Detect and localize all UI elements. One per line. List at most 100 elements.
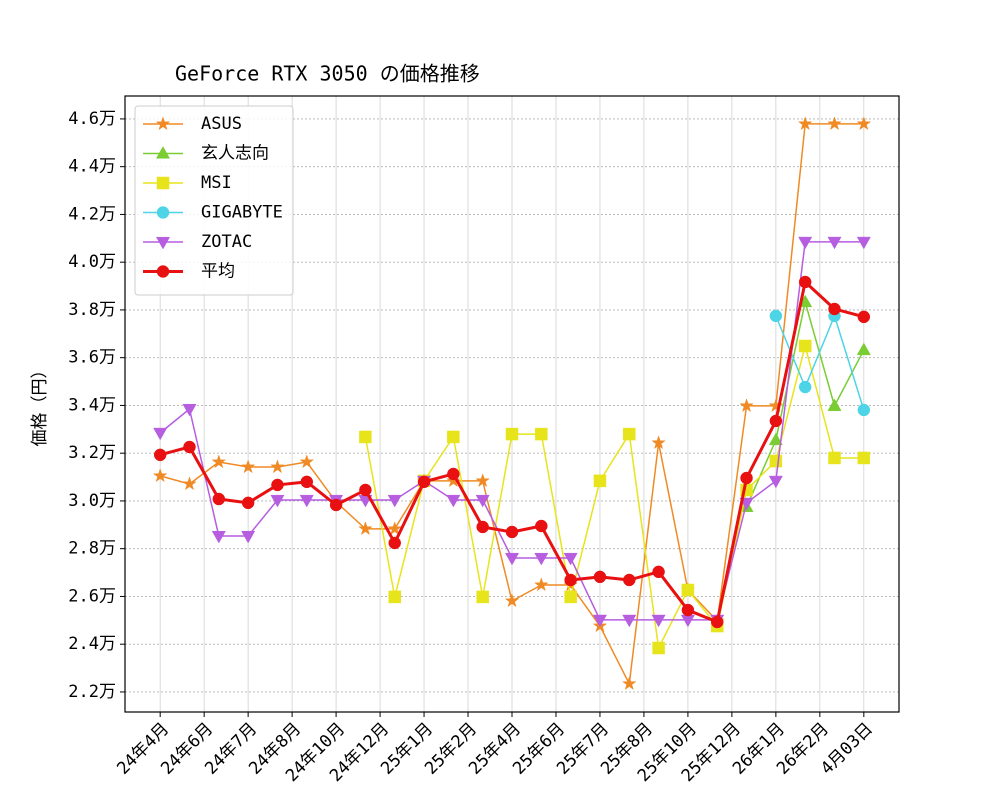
marker	[359, 430, 372, 444]
marker	[241, 530, 256, 544]
marker	[856, 116, 872, 131]
marker	[564, 590, 577, 604]
marker	[651, 435, 666, 450]
marker	[476, 590, 489, 604]
marker	[153, 427, 168, 441]
marker	[564, 573, 577, 587]
marker	[681, 603, 695, 617]
marker	[769, 309, 783, 323]
marker	[798, 275, 812, 289]
legend: ASUS 玄人志向 MSI GIGABYTE ZOTAC 平均	[134, 105, 294, 296]
marker	[241, 496, 255, 510]
legend-marker	[155, 146, 171, 159]
marker	[211, 454, 227, 469]
marker	[622, 614, 637, 628]
marker	[388, 536, 401, 550]
legend-label: GIGABYTE	[201, 203, 283, 223]
y-tick-label: 2.6万	[68, 586, 116, 606]
marker	[387, 521, 403, 536]
chart-title: GeForce RTX 3050 の価格推移	[175, 62, 480, 86]
marker	[475, 494, 490, 508]
marker	[593, 474, 607, 488]
marker	[182, 476, 197, 491]
marker	[739, 398, 754, 413]
marker	[504, 593, 520, 608]
y-tick-label: 4.6万	[68, 109, 116, 129]
legend-label: ZOTAC	[201, 232, 252, 252]
marker	[505, 427, 519, 441]
marker	[153, 448, 167, 462]
marker	[798, 339, 812, 353]
legend-marker	[155, 236, 171, 250]
marker	[593, 570, 607, 584]
marker	[857, 403, 871, 417]
marker	[623, 573, 636, 587]
marker	[768, 475, 783, 489]
marker	[182, 403, 197, 417]
marker	[623, 427, 636, 441]
marker	[535, 427, 548, 441]
marker	[534, 577, 549, 592]
marker	[828, 451, 841, 465]
marker	[475, 473, 490, 488]
legend-marker	[156, 176, 170, 190]
marker	[740, 471, 753, 485]
marker	[388, 590, 401, 604]
y-tick-label: 2.4万	[68, 634, 116, 654]
marker	[857, 451, 871, 465]
marker	[447, 467, 460, 481]
marker	[769, 414, 783, 428]
marker	[857, 310, 871, 324]
marker	[797, 116, 813, 131]
legend-label: 平均	[201, 262, 235, 282]
marker	[505, 525, 519, 539]
marker	[621, 676, 637, 691]
marker	[681, 583, 695, 597]
marker	[446, 473, 461, 488]
y-tick-label: 4.4万	[68, 157, 116, 177]
y-tick-label: 3.0万	[68, 491, 116, 511]
marker	[270, 494, 285, 508]
marker	[446, 494, 461, 508]
marker	[152, 468, 168, 483]
marker	[212, 492, 226, 506]
y-tick-label: 4.0万	[68, 252, 116, 272]
marker	[651, 614, 666, 628]
y-tick-label: 3.4万	[68, 395, 116, 415]
marker	[592, 614, 607, 628]
marker	[211, 530, 226, 544]
plot-frame	[124, 95, 900, 713]
marker	[183, 440, 196, 454]
marker	[768, 432, 783, 446]
marker	[534, 552, 549, 566]
legend-marker	[156, 206, 170, 219]
marker	[504, 552, 520, 566]
y-tick-label: 4.2万	[68, 204, 116, 224]
marker	[270, 459, 285, 474]
marker	[563, 552, 578, 566]
marker	[329, 498, 343, 512]
marker	[387, 494, 402, 508]
marker	[417, 475, 431, 489]
marker	[798, 236, 813, 250]
marker	[359, 483, 372, 497]
y-tick-label: 3.6万	[68, 348, 116, 368]
marker	[856, 342, 871, 356]
marker	[535, 519, 548, 533]
marker	[827, 236, 842, 250]
marker	[798, 380, 812, 394]
marker	[271, 478, 284, 492]
legend-label: ASUS	[201, 114, 242, 134]
marker	[680, 614, 695, 628]
y-tick-label: 3.8万	[68, 300, 116, 320]
marker	[240, 459, 256, 474]
legend-label: MSI	[201, 173, 232, 193]
marker	[299, 454, 315, 469]
marker	[856, 236, 871, 250]
series-line	[745, 301, 865, 508]
marker	[299, 494, 314, 508]
series-line	[364, 345, 864, 649]
marker	[769, 454, 783, 468]
